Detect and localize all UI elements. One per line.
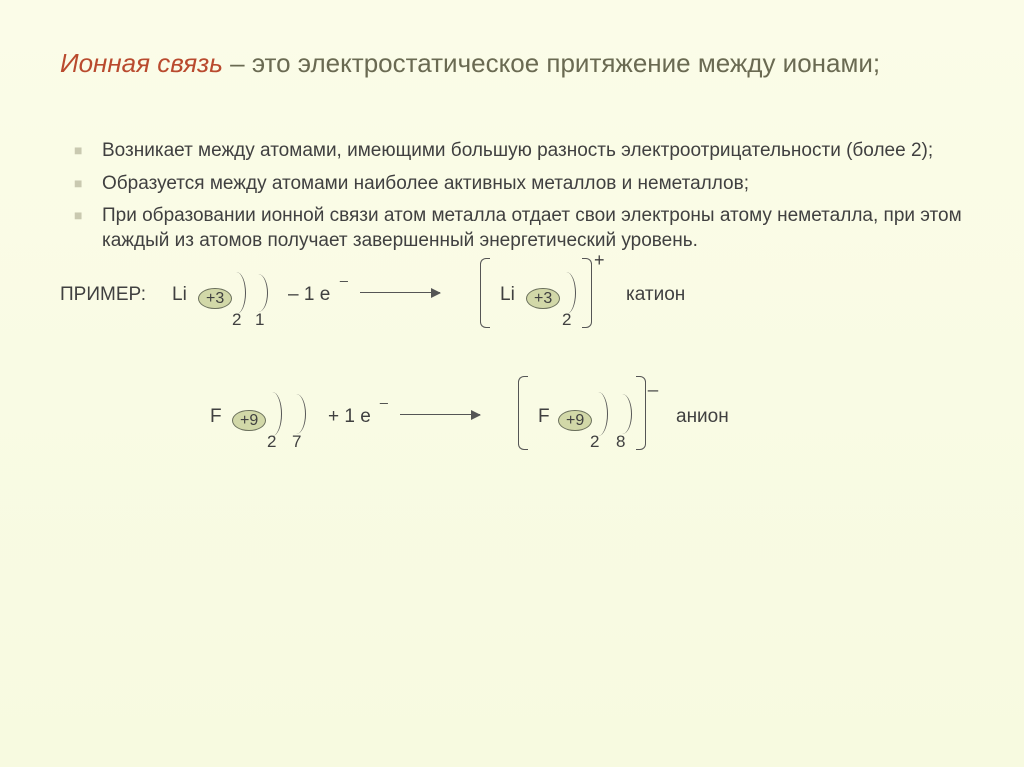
bracket xyxy=(518,376,528,450)
shell-count: 2 xyxy=(267,432,276,452)
shell-count: 2 xyxy=(562,310,571,330)
electron-shell xyxy=(230,272,246,314)
title-emphasis: Ионная связь xyxy=(60,48,223,78)
electron-shell xyxy=(252,274,268,312)
nucleus-charge: +3 xyxy=(198,288,232,310)
bracket xyxy=(636,376,646,450)
bracket xyxy=(480,258,490,328)
slide-title: Ионная связь – это электростатическое пр… xyxy=(60,46,964,81)
electron-shell xyxy=(616,394,632,434)
ion-superscript: _ xyxy=(648,372,658,393)
arrow-icon xyxy=(400,414,480,416)
shell-count: 2 xyxy=(590,432,599,452)
electron-shell xyxy=(592,392,608,436)
element-symbol: F xyxy=(210,406,222,428)
title-rest: – это электростатическое притяжение межд… xyxy=(223,48,880,78)
nucleus-charge: +9 xyxy=(558,410,592,432)
operator-text: + 1 е xyxy=(328,406,371,428)
operator-text: – 1 е xyxy=(288,284,330,306)
bracket xyxy=(582,258,592,328)
electron-shell xyxy=(560,272,576,314)
list-item: Образуется между атомами наиболее активн… xyxy=(102,172,964,197)
electron-shell xyxy=(266,392,282,436)
bullet-list: Возникает между атомами, имеющими большу… xyxy=(60,139,964,254)
nucleus-charge: +3 xyxy=(526,288,560,310)
ion-name: катион xyxy=(626,284,685,306)
ion-name: анион xyxy=(676,406,729,428)
electron-shell xyxy=(290,394,306,434)
list-item: При образовании ионной связи атом металл… xyxy=(102,204,964,253)
electron-superscript: _ xyxy=(380,388,388,404)
shell-count: 7 xyxy=(292,432,301,452)
shell-count: 8 xyxy=(616,432,625,452)
example-label: ПРИМЕР: xyxy=(60,284,146,306)
list-item: Возникает между атомами, имеющими большу… xyxy=(102,139,964,164)
example-diagram: ПРИМЕР: Li +3 2 1 – 1 е _ Li +3 2 + кати… xyxy=(60,264,964,544)
arrow-icon xyxy=(360,292,440,294)
element-symbol: Li xyxy=(500,284,515,306)
ion-superscript: + xyxy=(594,250,605,271)
element-symbol: Li xyxy=(172,284,187,306)
shell-count: 2 xyxy=(232,310,241,330)
electron-superscript: _ xyxy=(340,266,348,282)
shell-count: 1 xyxy=(255,310,264,330)
element-symbol: F xyxy=(538,406,550,428)
nucleus-charge: +9 xyxy=(232,410,266,432)
